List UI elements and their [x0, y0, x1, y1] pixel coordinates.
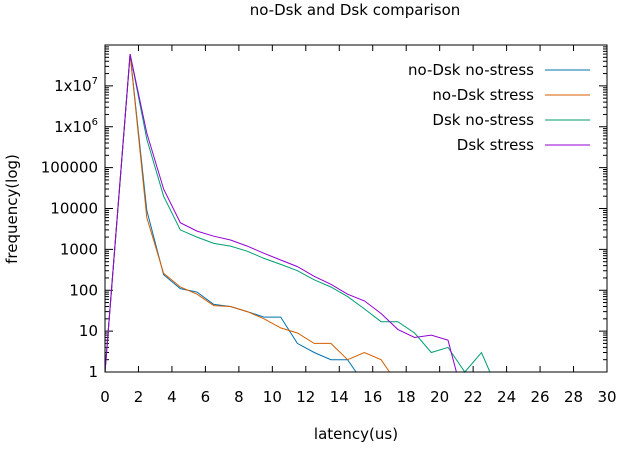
x-tick-label: 12	[296, 388, 315, 406]
legend-label: no-Dsk stress	[432, 86, 534, 104]
x-tick-label: 30	[597, 388, 616, 406]
axis-ticks: 0 2 4 6 8 10 12 14 16 18 20 22 24 26 28 301101001000100…	[41, 45, 617, 406]
series-lines	[104, 53, 491, 373]
chart-title: no-Dsk and Dsk comparison	[250, 1, 461, 19]
legend: no-Dsk no-stress no-Dsk stress Dsk no-stre…	[408, 61, 590, 154]
legend-label: no-Dsk no-stress	[408, 61, 534, 79]
y-tick-label: 10	[79, 322, 98, 340]
y-tick-label: 1x107	[54, 76, 98, 95]
plot-frame	[104, 44, 608, 373]
x-tick-label: 14	[330, 388, 349, 406]
x-tick-label: 24	[497, 388, 516, 406]
series-line-2	[104, 54, 390, 373]
series-line-1	[104, 54, 357, 373]
y-tick-label: 1x106	[54, 117, 98, 136]
x-axis-label: latency(us)	[314, 425, 398, 443]
x-tick-label: 10	[263, 388, 282, 406]
x-tick-label: 2	[134, 388, 144, 406]
x-tick-label: 18	[397, 388, 416, 406]
y-tick-label: 1	[88, 363, 98, 381]
x-tick-label: 28	[564, 388, 583, 406]
y-tick-label: 100	[69, 281, 98, 299]
x-tick-label: 0	[100, 388, 110, 406]
y-axis-label: frequency(log)	[3, 154, 21, 264]
x-tick-label: 22	[464, 388, 483, 406]
y-tick-label: 1000	[60, 240, 98, 258]
x-tick-label: 6	[201, 388, 211, 406]
x-tick-label: 16	[363, 388, 382, 406]
legend-label: Dsk stress	[457, 136, 534, 154]
y-tick-label: 10000	[50, 200, 98, 218]
series-line-3	[104, 54, 491, 373]
series-line-4	[104, 53, 457, 373]
legend-label: Dsk no-stress	[432, 111, 534, 129]
y-tick-label: 100000	[41, 159, 98, 177]
x-tick-label: 26	[531, 388, 550, 406]
x-tick-label: 4	[167, 388, 177, 406]
x-tick-label: 20	[430, 388, 449, 406]
x-tick-label: 8	[234, 388, 244, 406]
